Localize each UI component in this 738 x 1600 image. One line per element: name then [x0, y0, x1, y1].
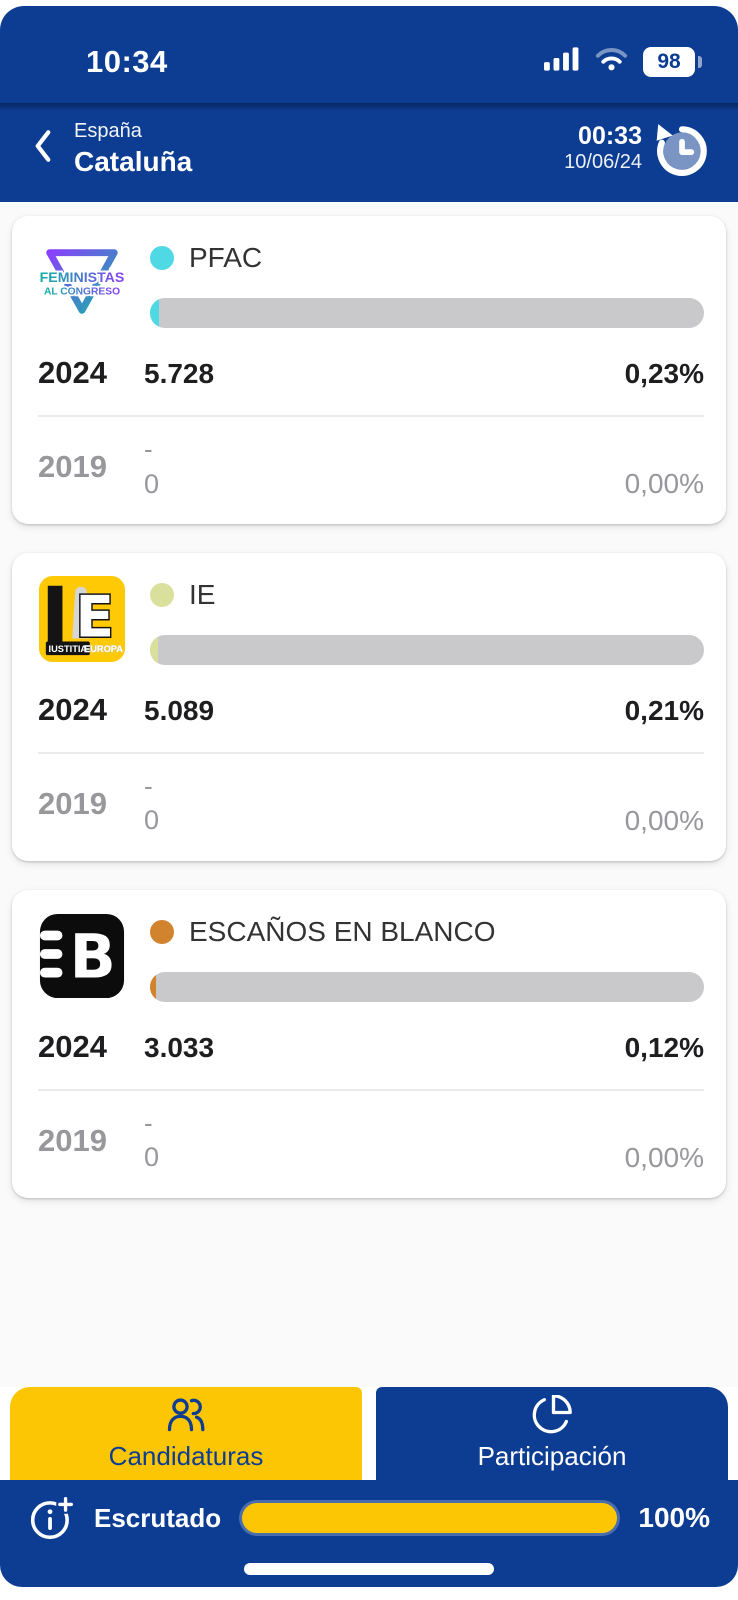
- party-card-ie[interactable]: E IUSTITIA EUROPA IE: [12, 552, 726, 861]
- party-color-dot: [150, 919, 174, 944]
- tab-participacion[interactable]: Participación: [376, 1387, 728, 1480]
- votes-2024: 3.033: [144, 1031, 215, 1063]
- year-label: 2019: [38, 1123, 107, 1159]
- scrutiny-percent: 100%: [638, 1502, 710, 1533]
- party-bar-fill: [150, 971, 156, 1002]
- vote-share-bar: [150, 971, 704, 1002]
- result-row-2019: 2019 - 0 0,00%: [38, 1107, 704, 1176]
- scrutiny-label: Escrutado: [94, 1502, 222, 1533]
- status-icons: 98: [544, 46, 702, 77]
- nav-right: 00:33 10/06/24: [564, 120, 710, 178]
- result-row-2019: 2019 - 0 0,00%: [38, 770, 704, 839]
- party-card-escanos-en-blanco[interactable]: B ESCAÑOS EN BLANCO 2024 3.033 0,12%: [12, 889, 726, 1198]
- party-name: PFAC: [189, 242, 263, 273]
- results-list: FEMINISTAS AL CONGRESO PFAC 2024 5.728: [0, 202, 738, 1387]
- result-row-2024: 2024 5.728 0,23%: [38, 355, 704, 391]
- tab-label: Participación: [477, 1441, 627, 1471]
- top-bar: 10:34: [0, 6, 738, 202]
- pct-2019: 0,00%: [624, 1141, 704, 1173]
- scrutiny-progress-track: [239, 1500, 621, 1536]
- pct-2024: 0,21%: [624, 694, 704, 726]
- svg-text:AL CONGRESO: AL CONGRESO: [44, 287, 120, 298]
- party-card-pfac[interactable]: FEMINISTAS AL CONGRESO PFAC 2024 5.728: [12, 216, 726, 524]
- tab-label: Candidaturas: [108, 1441, 264, 1471]
- page-title: Cataluña: [74, 145, 193, 177]
- battery-icon: 98: [643, 46, 702, 77]
- pct-2024: 0,12%: [624, 1031, 704, 1063]
- vote-share-bar: [150, 634, 704, 665]
- previous-values: - 0: [144, 770, 625, 839]
- seats-2019: -: [144, 1107, 153, 1138]
- card-divider: [38, 415, 704, 417]
- seats-2019: -: [144, 434, 153, 464]
- info-plus-icon[interactable]: [28, 1494, 76, 1542]
- year-label: 2024: [38, 691, 107, 727]
- party-name: IE: [189, 578, 216, 610]
- countdown: 00:33: [578, 122, 642, 151]
- home-indicator[interactable]: [244, 1563, 494, 1575]
- svg-text:E: E: [75, 585, 114, 651]
- party-name: ESCAÑOS EN BLANCO: [189, 915, 496, 947]
- scrutiny-footer: Escrutado 100%: [0, 1480, 738, 1587]
- result-row-2024: 2024 3.033 0,12%: [38, 1029, 704, 1065]
- votes-2024: 5.089: [144, 694, 215, 726]
- back-button[interactable]: [26, 127, 60, 171]
- chevron-left-icon: [30, 127, 56, 170]
- votes-2019: 0: [144, 468, 160, 499]
- nav-titles: España Cataluña: [74, 120, 564, 178]
- result-row-2024: 2024 5.089 0,21%: [38, 692, 704, 728]
- nav-bar: España Cataluña 00:33 10/06/24: [0, 103, 738, 202]
- previous-values: - 0: [144, 1107, 625, 1176]
- party-color-dot: [150, 582, 174, 607]
- scrutiny-progress-fill: [242, 1503, 618, 1533]
- cellular-signal-icon: [544, 47, 580, 76]
- results-date: 10/06/24: [564, 150, 642, 173]
- year-label: 2019: [38, 449, 107, 485]
- previous-values: - 0: [144, 433, 625, 502]
- year-label: 2024: [38, 355, 107, 390]
- pct-2024: 0,23%: [624, 358, 704, 389]
- status-bar: 10:34: [0, 6, 738, 103]
- svg-text:EUROPA: EUROPA: [84, 644, 123, 654]
- party-logo-iustitia-europa: E IUSTITIA EUROPA: [38, 575, 126, 663]
- seats-2019: -: [144, 770, 153, 801]
- svg-text:IUSTITIA: IUSTITIA: [49, 644, 88, 654]
- card-divider: [38, 751, 704, 754]
- pct-2019: 0,00%: [624, 467, 704, 499]
- refresh-timer: 00:33 10/06/24: [564, 123, 642, 174]
- card-divider: [38, 1088, 704, 1091]
- tab-candidaturas[interactable]: Candidaturas: [10, 1387, 362, 1480]
- battery-nub: [698, 55, 702, 68]
- year-label: 2024: [38, 1028, 107, 1064]
- breadcrumb: España: [74, 119, 142, 142]
- svg-text:FEMINISTAS: FEMINISTAS: [40, 270, 125, 286]
- bottom-tabs: Candidaturas Participación: [0, 1387, 738, 1480]
- battery-level: 98: [643, 46, 695, 77]
- svg-text:B: B: [70, 922, 116, 992]
- party-logo-feministas-al-congreso: FEMINISTAS AL CONGRESO: [38, 238, 126, 326]
- votes-2019: 0: [144, 1142, 160, 1173]
- party-bar-fill: [150, 634, 158, 665]
- wifi-icon: [595, 47, 628, 76]
- party-logo-escanos-en-blanco: B: [38, 912, 126, 1000]
- history-clock-icon[interactable]: [652, 120, 710, 178]
- votes-2019: 0: [144, 805, 160, 836]
- pct-2019: 0,00%: [624, 804, 704, 836]
- party-bar-fill: [150, 298, 159, 328]
- status-time: 10:34: [86, 43, 168, 79]
- result-row-2019: 2019 - 0 0,00%: [38, 433, 704, 502]
- users-icon: [164, 1395, 208, 1433]
- year-label: 2019: [38, 786, 107, 822]
- party-color-dot: [150, 246, 174, 270]
- vote-share-bar: [150, 298, 704, 328]
- votes-2024: 5.728: [144, 358, 215, 389]
- pie-chart-icon: [530, 1394, 574, 1434]
